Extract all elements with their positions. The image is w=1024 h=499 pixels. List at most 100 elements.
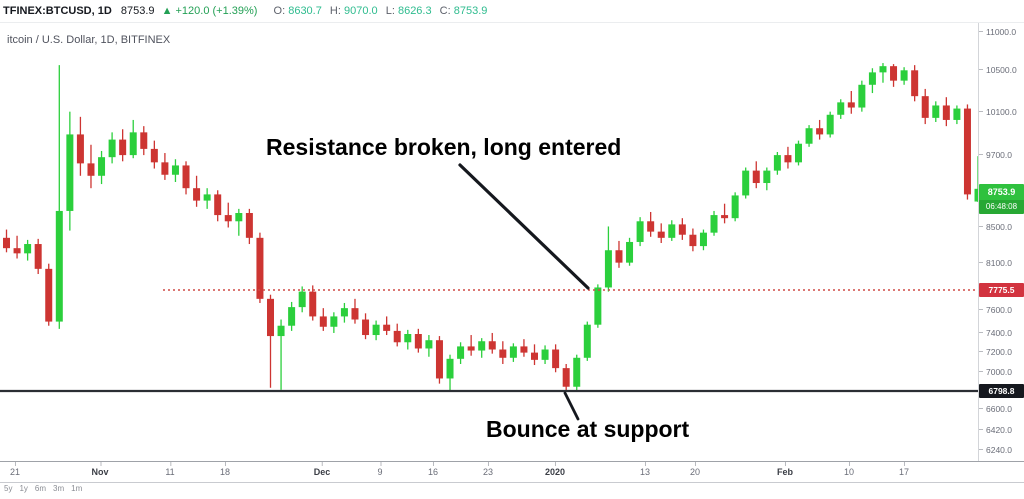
candle <box>583 324 591 358</box>
time-tick-dash <box>487 462 489 466</box>
candle <box>731 195 739 219</box>
range-button-3m[interactable]: 3m <box>53 484 65 493</box>
candle <box>140 132 148 149</box>
candle <box>858 84 866 108</box>
header-divider <box>0 22 1024 23</box>
open-value: 8630.7 <box>288 5 322 17</box>
candle <box>594 287 602 325</box>
time-tick-dash <box>555 462 556 466</box>
candle <box>414 334 422 349</box>
candle <box>900 70 908 81</box>
time-tick-label: 21 <box>10 462 20 477</box>
candle <box>932 105 940 118</box>
price-tick-dash <box>979 371 983 373</box>
price-tick-label: 6600.0 <box>979 404 1024 414</box>
candle <box>784 155 792 163</box>
price-tick-dash <box>979 226 983 228</box>
candle <box>499 349 507 358</box>
price-tick-dash <box>979 262 983 264</box>
candle <box>921 96 929 118</box>
time-tick-label: Feb <box>777 462 793 477</box>
time-tick-dash <box>694 462 696 466</box>
candle <box>742 170 750 196</box>
candle <box>868 72 876 85</box>
candle <box>488 341 496 350</box>
candle <box>826 114 834 135</box>
price-tick-label: 8100.0 <box>979 258 1024 268</box>
price-axis[interactable]: 11000.0 10500.0 10100.0 9700.0 8500.0 8100.0 7… <box>978 23 1024 461</box>
price-tick-dash <box>979 154 983 156</box>
candle <box>214 194 222 216</box>
candle <box>3 237 10 249</box>
range-button-1y[interactable]: 1y <box>19 484 28 493</box>
range-button-6m[interactable]: 6m <box>34 484 47 493</box>
time-tick-label: 10 <box>844 462 854 477</box>
candle <box>362 319 370 336</box>
close-value: 8753.9 <box>453 5 488 17</box>
candle <box>763 170 771 184</box>
candle <box>108 139 116 158</box>
candle <box>235 213 243 222</box>
price-tick-label: 8500.0 <box>979 222 1024 232</box>
support-annotation-text: Bounce at support <box>486 416 690 442</box>
price-tick-label: 10100.0 <box>979 107 1024 117</box>
candle <box>435 340 443 379</box>
time-tick-label: 2020 <box>545 462 565 477</box>
candle <box>119 139 127 156</box>
time-axis[interactable]: 21 Nov 11 18 Dec 9 16 23 2020 13 20 Feb 10 17 <box>0 461 1024 483</box>
time-tick-label: Dec <box>314 462 330 477</box>
candle <box>150 148 158 163</box>
range-button-1m[interactable]: 1m <box>71 484 83 493</box>
low-value: 8626.3 <box>397 5 432 17</box>
candle <box>351 308 359 320</box>
candle <box>710 215 718 233</box>
time-tick-label: 11 <box>165 462 175 477</box>
candle <box>393 330 401 343</box>
time-tick-dash <box>379 462 381 466</box>
time-tick-dash <box>848 462 850 466</box>
price-tick-dash <box>979 408 983 410</box>
candle <box>87 163 95 176</box>
price-tick-label: 7400.0 <box>979 328 1024 338</box>
candle <box>752 170 760 184</box>
candle <box>805 128 813 144</box>
candle <box>942 105 950 120</box>
candle <box>689 234 697 247</box>
price-tick-dash <box>979 449 983 451</box>
time-tick-label: Nov <box>91 462 109 477</box>
candles-group <box>3 63 982 392</box>
price-tick-dash <box>979 332 983 334</box>
price-tick-label: 9700.0 <box>979 150 1024 160</box>
symbol-label[interactable]: TFINEX:BTCUSD, 1D <box>3 5 112 17</box>
support-pointer-line <box>563 391 580 421</box>
candle <box>425 340 433 349</box>
last-price: 8753.9 <box>120 5 155 17</box>
candle <box>55 210 63 322</box>
candle <box>626 241 634 263</box>
candle <box>963 108 971 195</box>
candle <box>573 357 581 387</box>
price-tick-dash <box>979 31 983 33</box>
candle <box>193 188 201 201</box>
candle <box>552 349 560 369</box>
candle <box>256 237 264 299</box>
candle <box>816 128 824 135</box>
range-selector: 5y 1y 6m 3m 1m <box>4 484 89 493</box>
candle <box>298 291 306 308</box>
time-tick-dash <box>14 462 16 466</box>
high-label: H: <box>329 5 341 17</box>
candle <box>340 308 348 317</box>
candle <box>879 66 887 73</box>
candle <box>647 221 655 232</box>
candle <box>66 134 74 211</box>
time-tick-label: 18 <box>220 462 230 477</box>
candle <box>288 307 296 326</box>
price-tick-label: 7200.0 <box>979 347 1024 357</box>
candle <box>562 368 570 387</box>
candle <box>182 165 190 189</box>
candle <box>657 231 665 238</box>
candle <box>721 215 729 219</box>
range-button-5y[interactable]: 5y <box>4 484 13 493</box>
price-tick-label: 7000.0 <box>979 367 1024 377</box>
